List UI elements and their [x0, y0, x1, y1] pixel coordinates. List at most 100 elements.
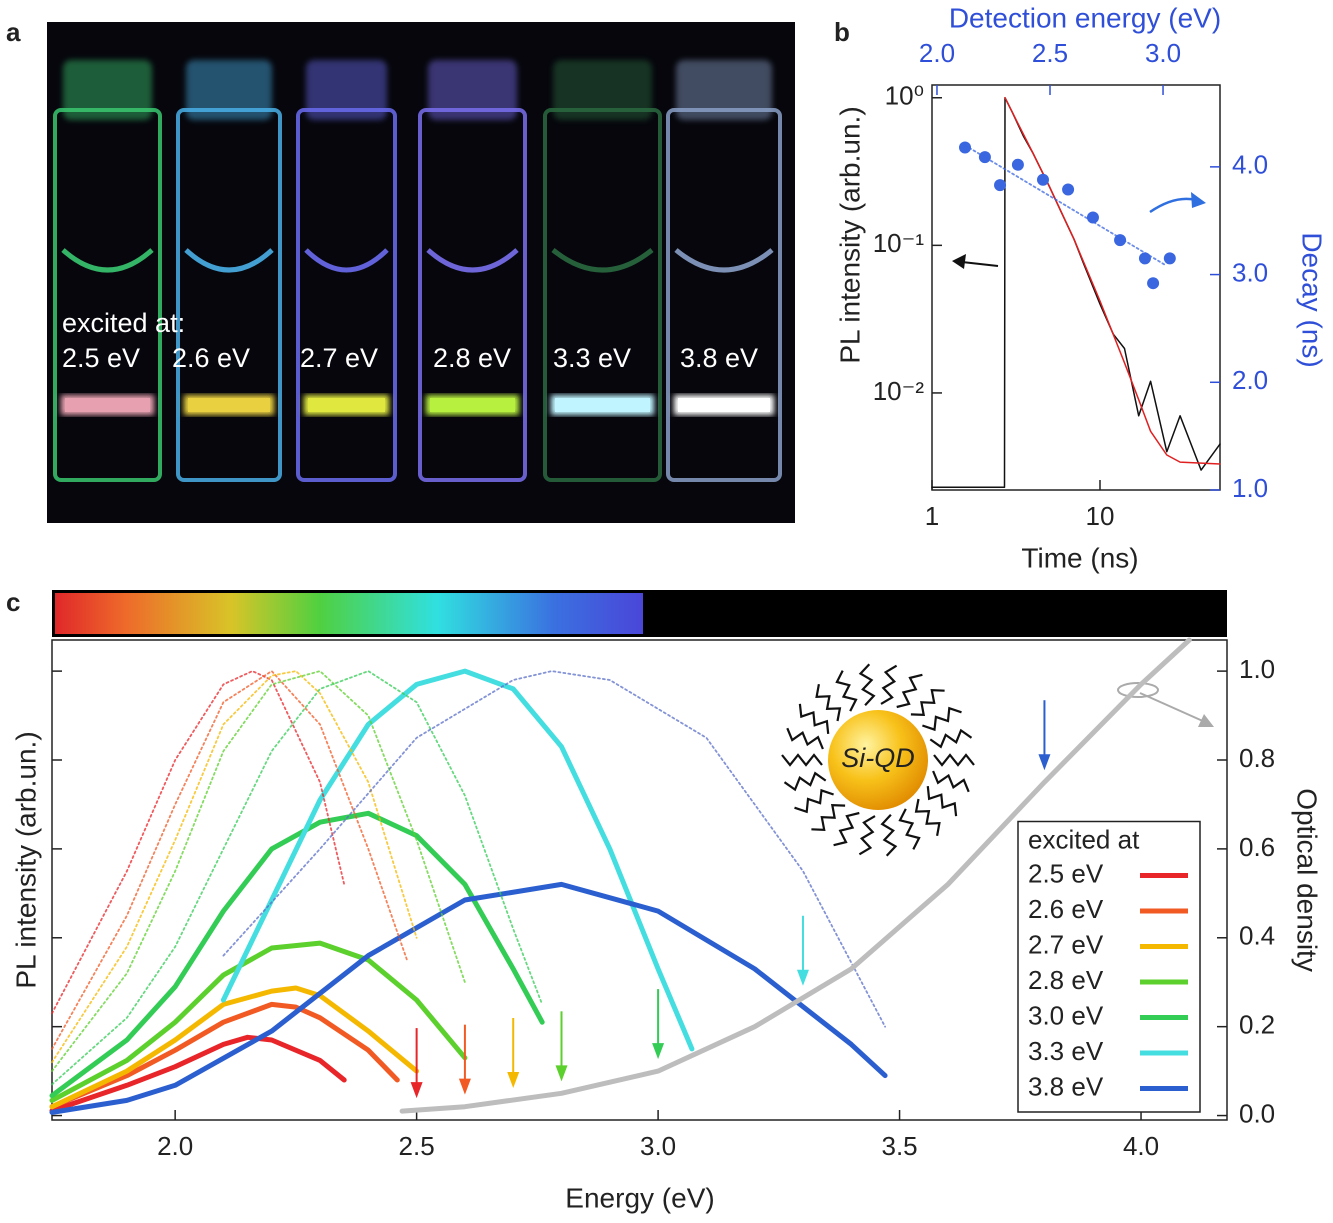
- data-point: [1086, 211, 1099, 224]
- annotation-arrows: [952, 192, 1206, 269]
- y2-tick-label: 1.0: [1232, 473, 1268, 503]
- ligand: [910, 689, 945, 717]
- plot-frame: [51, 639, 1228, 1121]
- excitation-label: 2.6 eV: [172, 343, 250, 373]
- legend-label: 2.7 eV: [1028, 929, 1104, 959]
- arrow-head: [555, 1065, 568, 1082]
- emission-band: [308, 398, 385, 412]
- normalized-curve: [222, 670, 886, 1028]
- data-point: [1163, 252, 1176, 265]
- normalized-curve: [51, 670, 346, 1015]
- meniscus: [61, 248, 154, 273]
- legend-label: 2.5 eV: [1028, 858, 1104, 888]
- ligand: [929, 728, 973, 749]
- y2-tick-label: 0.8: [1239, 743, 1275, 773]
- meniscus: [674, 248, 774, 273]
- ligand: [880, 664, 898, 705]
- ligand: [794, 788, 834, 814]
- y-axis-title: PL intensity (arb.un.): [10, 731, 41, 988]
- excitation-label: 2.7 eV: [300, 343, 378, 373]
- excitation-label: 3.3 eV: [553, 343, 631, 373]
- arrow-head: [796, 969, 809, 986]
- y2-tick-label: 0.4: [1239, 921, 1275, 951]
- quantum-dot: [828, 710, 928, 810]
- data-point: [1062, 183, 1075, 196]
- data-line: [49, 985, 420, 1110]
- data-point: [1036, 173, 1049, 186]
- data-line: [931, 96, 1221, 488]
- data-point: [978, 151, 991, 164]
- x2-axis-title: Detection energy (eV): [949, 2, 1221, 33]
- y2-tick-label: 4.0: [1232, 150, 1268, 180]
- data-line: [49, 1034, 347, 1114]
- data-line: [399, 637, 1192, 1114]
- ligand: [914, 798, 941, 836]
- ligands: [781, 663, 975, 857]
- excitation-arrow: [458, 1024, 471, 1095]
- excitation-arrow: [1038, 700, 1051, 771]
- y2-tick-label: 2.0: [1232, 365, 1268, 395]
- arrow-head: [410, 1082, 423, 1099]
- ligand: [798, 703, 830, 735]
- meniscus: [426, 248, 519, 273]
- y2-tick-label: 3.0: [1232, 257, 1268, 287]
- data-point: [959, 141, 972, 154]
- y2-axis-title: Optical density: [1292, 788, 1323, 972]
- absorption-pointer: [1117, 682, 1214, 727]
- arrow-head: [652, 1043, 665, 1060]
- x-tick-label: 2.0: [157, 1131, 193, 1161]
- ligand: [786, 727, 824, 750]
- ligand: [880, 813, 898, 857]
- normalized-curve: [51, 670, 408, 1050]
- excitation-label: 3.8 eV: [680, 343, 758, 373]
- y2-tick-label: 0.6: [1239, 832, 1275, 862]
- x-tick-label: 3.0: [640, 1131, 676, 1161]
- data-line: [220, 668, 695, 1052]
- legend-title: excited at: [1028, 824, 1140, 854]
- y2-tick-label: 1.0: [1239, 654, 1275, 684]
- legend-box: [1017, 820, 1201, 1113]
- x2-tick-label: 2.0: [919, 38, 955, 68]
- y-axis-title: PL intensity (arb.un.): [834, 106, 865, 363]
- x-tick-label: 10: [1086, 501, 1115, 531]
- y-tick-label: 10⁰: [885, 81, 924, 111]
- emission-band: [430, 398, 515, 412]
- ligand: [833, 811, 860, 847]
- ligand: [922, 706, 962, 732]
- ligand: [932, 770, 970, 793]
- data-line: [49, 810, 545, 1099]
- y-tick-label: 10⁻²: [873, 376, 925, 406]
- cap: [306, 60, 387, 120]
- legend-label: 3.8 eV: [1028, 1071, 1104, 1101]
- meniscus: [551, 248, 654, 273]
- normalized-curve: [964, 144, 1166, 266]
- emission-band: [65, 398, 150, 412]
- ligand: [896, 673, 923, 709]
- y-tick-label: 10⁻¹: [873, 228, 925, 258]
- data-point: [994, 179, 1007, 192]
- data-line: [49, 940, 468, 1103]
- data-point: [1147, 277, 1160, 290]
- data-line: [1004, 96, 1221, 465]
- emission-band: [678, 398, 770, 412]
- excitation-arrow: [796, 915, 809, 986]
- data-point: [1138, 252, 1151, 265]
- ligand: [815, 684, 842, 722]
- ligand: [811, 803, 846, 831]
- arrow-head: [507, 1072, 520, 1088]
- panel-label: b: [834, 17, 850, 47]
- cap: [186, 60, 272, 120]
- inset-label: Si-QD: [841, 743, 915, 773]
- normalized-curve: [51, 670, 466, 1072]
- ligand: [835, 670, 858, 712]
- cap: [676, 60, 772, 120]
- x2-tick-label: 2.5: [1032, 38, 1068, 68]
- excitation-label: 2.5 eV: [62, 343, 140, 373]
- y2-tick-label: 0.0: [1239, 1098, 1275, 1128]
- arrow-head: [1038, 754, 1051, 771]
- excitation-arrow: [555, 1011, 568, 1082]
- legend-label: 2.8 eV: [1028, 965, 1104, 995]
- arrow-head: [458, 1078, 471, 1095]
- ligand: [858, 815, 876, 856]
